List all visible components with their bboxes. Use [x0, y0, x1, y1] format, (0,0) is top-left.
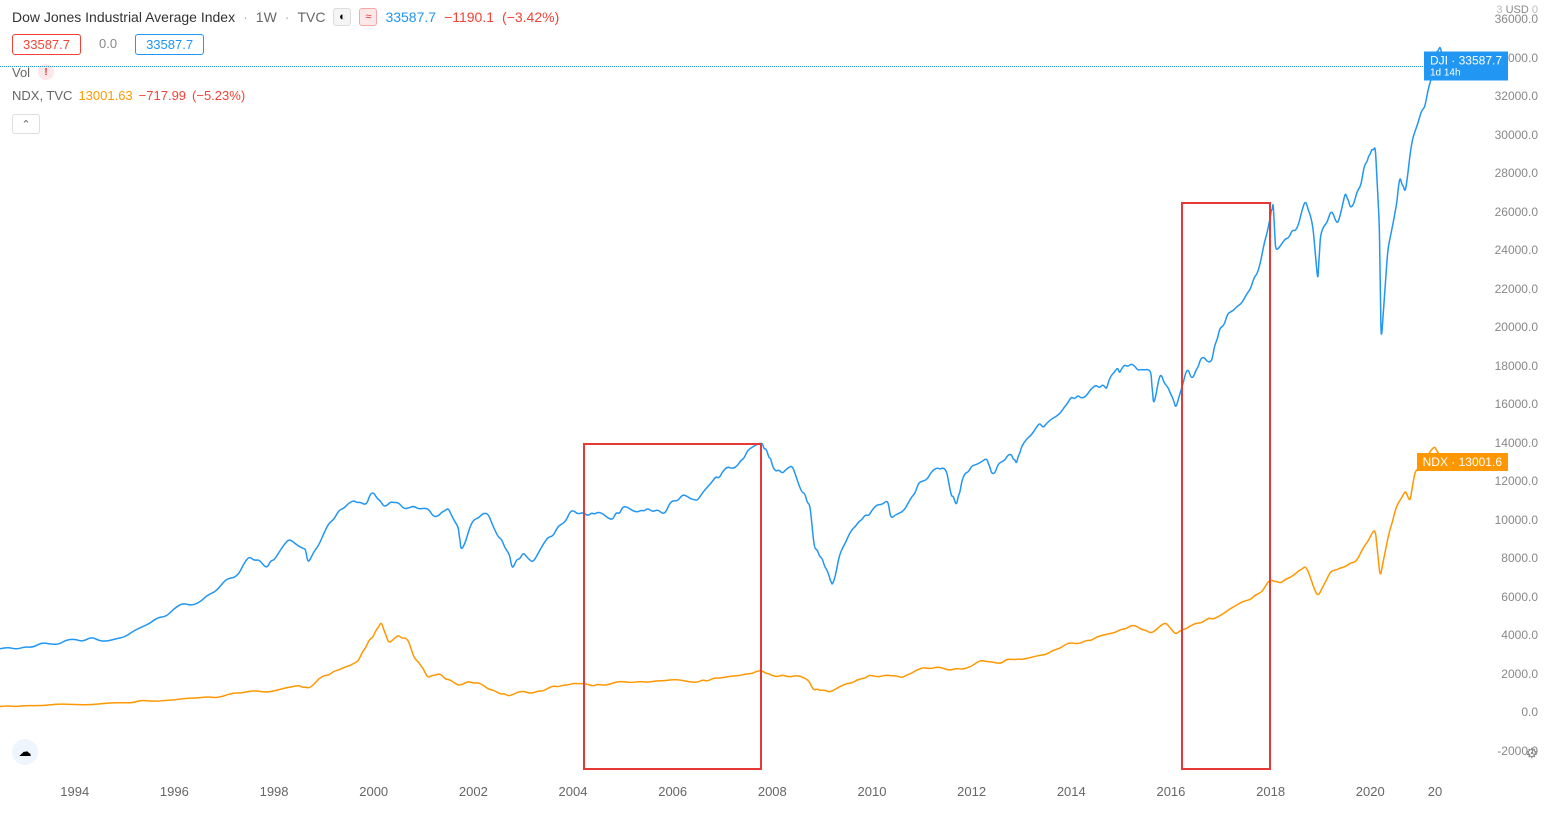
dji-line: [0, 48, 1445, 649]
y-tick-label: 20000.0: [1495, 320, 1538, 334]
ndx-line: [0, 447, 1445, 706]
x-tick-label: 1998: [260, 784, 289, 799]
x-tick-label: 2012: [957, 784, 986, 799]
y-tick-label: 8000.0: [1501, 551, 1538, 565]
y-tick-label: 24000.0: [1495, 243, 1538, 257]
y-tick-label: 0.0: [1521, 705, 1538, 719]
x-tick-label: 2004: [559, 784, 588, 799]
ndx-price-marker: NDX · 13001.6: [1417, 453, 1508, 471]
x-axis[interactable]: 1994 1996 1998 2000 2002 2004 2006 2008 2010 2012…: [0, 770, 1445, 817]
y-tick-label: 2000.0: [1501, 667, 1538, 681]
x-tick-label: 2020: [1356, 784, 1385, 799]
y-tick-label: 12000.0: [1495, 474, 1538, 488]
x-tick-label: 2008: [758, 784, 787, 799]
dji-price-marker: DJI · 33587.71d 14h: [1424, 51, 1508, 80]
y-axis[interactable]: 3 USD 0 ⚙ 36000.034000.032000.030000.028…: [1445, 0, 1548, 770]
y-tick-label: 14000.0: [1495, 436, 1538, 450]
y-tick-label: 10000.0: [1495, 513, 1538, 527]
x-tick-label: 2010: [858, 784, 887, 799]
chart-canvas[interactable]: [0, 0, 1445, 770]
x-tick-label: 1996: [160, 784, 189, 799]
y-tick-label: 16000.0: [1495, 397, 1538, 411]
x-tick-label: 2016: [1156, 784, 1185, 799]
x-tick-label: 2002: [459, 784, 488, 799]
y-tick-label: -2000.0: [1497, 744, 1538, 758]
y-tick-label: 32000.0: [1495, 89, 1538, 103]
x-tick-label: 2018: [1256, 784, 1285, 799]
y-tick-label: 6000.0: [1501, 590, 1538, 604]
x-tick-label: 20: [1428, 784, 1442, 799]
y-tick-label: 18000.0: [1495, 359, 1538, 373]
y-tick-label: 36000.0: [1495, 12, 1538, 26]
y-tick-label: 4000.0: [1501, 628, 1538, 642]
y-tick-label: 26000.0: [1495, 205, 1538, 219]
x-tick-label: 1994: [60, 784, 89, 799]
x-tick-label: 2014: [1057, 784, 1086, 799]
y-tick-label: 30000.0: [1495, 128, 1538, 142]
x-tick-label: 2000: [359, 784, 388, 799]
price-line: [0, 66, 1445, 67]
y-tick-label: 22000.0: [1495, 282, 1538, 296]
chart-tools-icon[interactable]: ☁: [12, 739, 38, 765]
y-tick-label: 28000.0: [1495, 166, 1538, 180]
x-tick-label: 2006: [658, 784, 687, 799]
